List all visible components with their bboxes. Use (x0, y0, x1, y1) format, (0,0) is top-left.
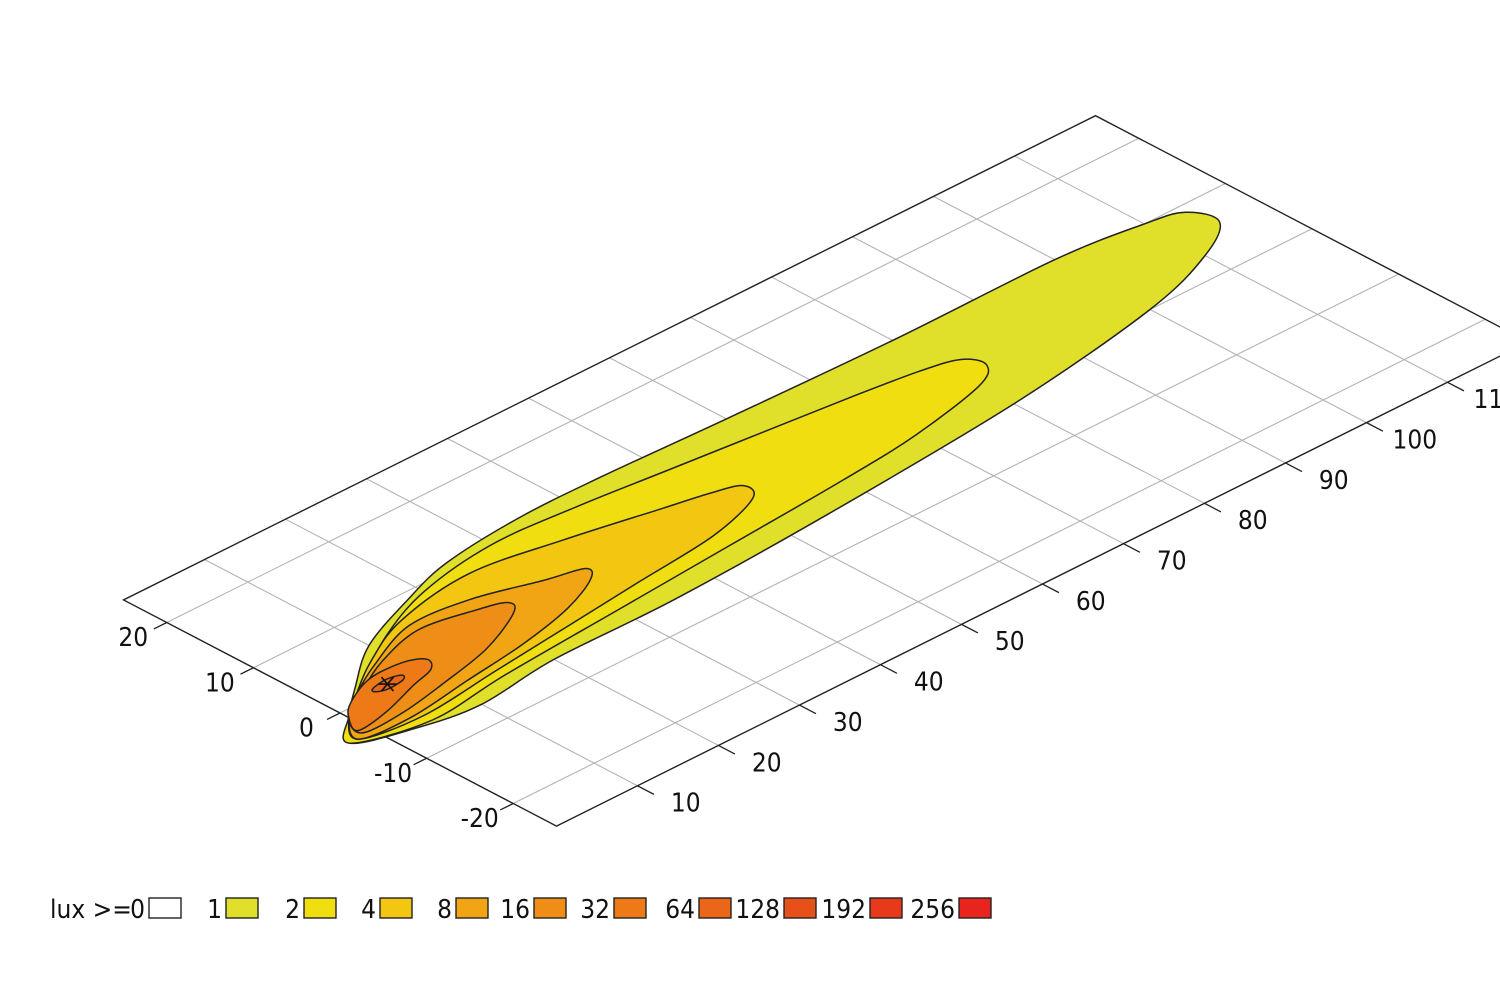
y-tick-mark (240, 667, 254, 675)
light-source-marker (378, 676, 397, 692)
y-tick-label: 10 (205, 669, 235, 699)
legend-swatch (613, 897, 647, 919)
legend-label: 192 (821, 895, 866, 925)
x-tick-mark (880, 664, 898, 674)
isolux-contours (342, 211, 1222, 745)
x-tick-mark (1042, 583, 1060, 594)
axes: 10203040506070809010011020100-10-20 (118, 381, 1500, 834)
x-tick-mark (1285, 462, 1303, 473)
x-tick-mark (1366, 422, 1384, 432)
legend-label: 32 (580, 895, 610, 925)
legend-swatch (869, 897, 903, 919)
x-tick-label: 60 (1076, 587, 1106, 617)
y-tick-label: -10 (374, 759, 412, 789)
y-tick-label: 0 (299, 714, 314, 744)
x-tick-mark (961, 623, 979, 634)
legend-label: 4 (361, 895, 376, 925)
y-tick-mark (413, 757, 427, 766)
x-tick-mark (637, 785, 655, 795)
legend-label: 16 (500, 895, 530, 925)
legend-swatch (303, 897, 337, 919)
x-tick-mark (1447, 381, 1465, 392)
y-tick-label: 20 (118, 623, 148, 653)
x-tick-label: 50 (995, 627, 1025, 657)
legend-label: 64 (665, 895, 695, 925)
legend-prefix: lux >= (50, 895, 132, 925)
y-tick-mark (499, 802, 514, 811)
x-tick-label: 20 (752, 748, 782, 778)
x-tick-mark (718, 744, 736, 755)
y-tick-mark (153, 621, 168, 630)
legend-swatch (783, 897, 817, 919)
legend-label: 128 (735, 895, 780, 925)
legend-swatch (225, 897, 259, 919)
x-tick-label: 30 (833, 708, 863, 738)
legend-label: 1 (207, 895, 222, 925)
legend-label: 0 (130, 895, 145, 925)
legend-label: 2 (285, 895, 300, 925)
x-tick-mark (1123, 543, 1141, 553)
ground-plane-border (121, 114, 1500, 827)
legend-swatch (379, 897, 413, 919)
x-tick-label: 40 (914, 668, 944, 698)
light-source-star-stroke-2 (380, 676, 395, 692)
legend-swatch (698, 897, 732, 919)
legend-swatch (958, 897, 992, 919)
x-tick-mark (799, 704, 817, 715)
x-tick-label: 80 (1238, 506, 1268, 536)
y-tick-label: -20 (461, 804, 499, 834)
legend: lux >= 0 1 2 4 8 16 32 64 128 192 256 (50, 895, 992, 925)
legend-swatch (148, 897, 182, 919)
y-tick-mark (326, 712, 341, 721)
x-tick-label: 70 (1157, 547, 1187, 577)
x-tick-label: 100 (1392, 426, 1437, 456)
legend-swatch (533, 897, 567, 919)
grid-line-forward (1014, 155, 1448, 383)
x-tick-label: 90 (1319, 466, 1349, 496)
legend-label: 256 (910, 895, 955, 925)
legend-label: 8 (437, 895, 452, 925)
x-tick-label: 110 (1473, 385, 1500, 415)
isolux-contour-32 (347, 658, 433, 732)
x-tick-mark (1204, 502, 1222, 513)
x-tick-label: 10 (671, 789, 701, 819)
legend-swatch (455, 897, 489, 919)
